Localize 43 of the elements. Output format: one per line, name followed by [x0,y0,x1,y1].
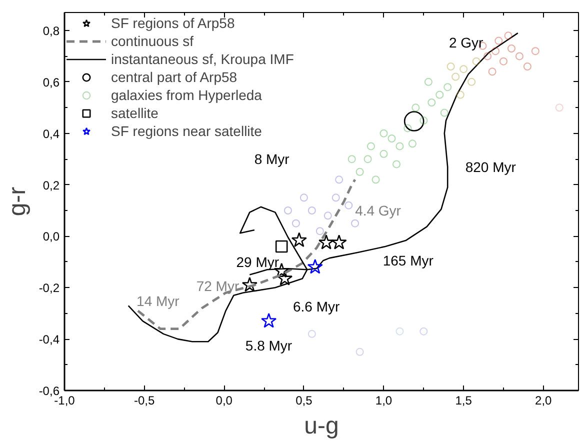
point [242,276,258,292]
y-tick-label: -0,4 [38,332,60,347]
annotation: 820 Myr [465,158,516,175]
x-axis-title: u-g [304,412,339,440]
annotation: 2 Gyr [448,34,484,50]
annotation: 14 Myr [136,292,180,309]
legend-label: SF regions of Arp58 [111,14,235,32]
y-axis-title: g-r [4,186,31,216]
legend-label: SF regions near satellite [111,122,262,140]
y-tick-label: 0,8 [42,24,60,38]
legend-label: instantaneous sf, Kroupa IMF [111,50,294,68]
y-tick-label: 0,4 [42,126,60,141]
line-series [136,178,356,330]
point [404,111,424,132]
legend-label: central part of Arp58 [111,68,238,86]
point [275,240,288,253]
x-tick-label: 1,0 [375,394,392,408]
annotation: 29 Myr [236,254,280,270]
y-tick-label: -0,2 [38,281,60,296]
x-tick-label: 2,0 [535,394,552,408]
annotation: 5.8 Myr [245,338,292,354]
y-tick-label: 0,2 [42,178,60,192]
annotation: 165 Myr [382,252,434,268]
y-tick-label: -0,6 [38,384,60,398]
x-tick-label: -0,5 [134,394,155,408]
x-tick-label: 0,0 [216,394,233,408]
point [261,312,277,328]
legend-label: galaxies from Hyperleda [111,86,262,104]
annotation: 6.6 Myr [293,298,340,315]
y-tick-label: 0,0 [42,230,60,244]
point [318,234,334,250]
legend-label: satellite [111,104,158,122]
annotation: 72 Myr [196,278,240,294]
y-tick-label: 0,6 [42,75,60,90]
x-tick-label: 0,5 [296,394,313,408]
legend-label: continuous sf [111,32,194,50]
point [331,234,347,250]
point [307,258,323,274]
annotation: 4.4 Gyr [355,202,402,219]
point [291,232,307,248]
x-tick-label: 1,5 [455,394,472,408]
point [277,270,293,286]
annotation: 8 Myr [254,150,290,167]
